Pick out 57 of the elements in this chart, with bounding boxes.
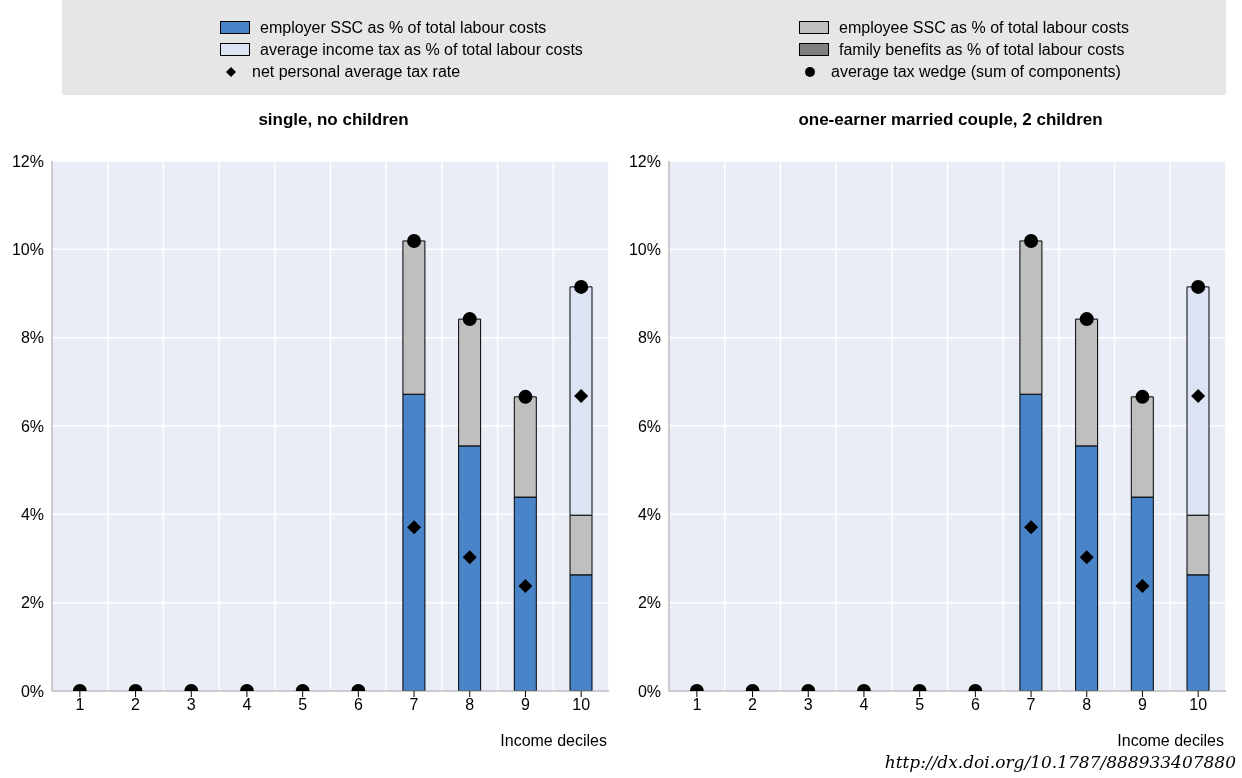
x-tick-label: 1 — [692, 696, 702, 714]
y-tick-label: 8% — [637, 329, 661, 347]
point — [1135, 578, 1150, 593]
x-tick-label: 7 — [1026, 696, 1036, 714]
y-tick-label: 8% — [20, 329, 44, 347]
x-tick-label: 5 — [298, 696, 308, 714]
point — [574, 279, 589, 294]
x-tick-label: 9 — [521, 696, 530, 714]
x-tick-label: 8 — [465, 696, 475, 714]
text: http://dx.doi.org/10.1787/888933407880 — [884, 752, 1236, 772]
x-tick-label: 5 — [915, 696, 925, 714]
y-tick-label: 4% — [20, 506, 44, 524]
chart-title: single, no children — [257, 109, 410, 131]
point — [1191, 388, 1206, 403]
x-tick-label: 6 — [970, 696, 980, 714]
point — [1024, 233, 1039, 248]
chart-title: one-earner married couple, 2 children — [797, 109, 1104, 131]
point — [407, 233, 422, 248]
x-tick-label: 10 — [1189, 696, 1208, 714]
y-tick-label: 6% — [637, 417, 661, 435]
legend-label: employee SSC as % of total labour costs — [839, 18, 1129, 37]
point — [1079, 312, 1094, 327]
point — [518, 578, 533, 593]
point — [1135, 389, 1150, 404]
y-tick-label: 0% — [20, 682, 44, 700]
y-tick-label: 12% — [628, 152, 661, 170]
point — [574, 388, 589, 403]
x-tick-label: 2 — [131, 696, 141, 714]
x-tick-label: 8 — [1082, 696, 1092, 714]
x-tick-label: 1 — [75, 696, 85, 714]
x-tick-label: 4 — [859, 696, 869, 714]
x-tick-label: 4 — [242, 696, 252, 714]
legend-label: average tax wedge (sum of components) — [831, 62, 1121, 81]
y-tick-label: 4% — [637, 506, 661, 524]
y-tick-label: 2% — [20, 594, 44, 612]
legend-label: net personal average tax rate — [252, 62, 461, 81]
y-tick-label: 2% — [637, 594, 661, 612]
x-tick-label: 6 — [353, 696, 363, 714]
x-tick-label: 2 — [748, 696, 758, 714]
x-tick-label: 7 — [409, 696, 419, 714]
y-tick-label: 6% — [20, 417, 44, 435]
y-tick-label: 12% — [11, 152, 44, 170]
x-tick-label: 3 — [803, 696, 813, 714]
y-tick-label: 10% — [628, 241, 661, 259]
x-axis-title: Income deciles — [500, 732, 607, 749]
legend-label: family benefits as % of total labour costs — [839, 40, 1125, 59]
x-tick-label: 10 — [572, 696, 591, 714]
y-tick-label: 10% — [11, 241, 44, 259]
x-axis-title: Income deciles — [1117, 732, 1224, 749]
point — [518, 389, 533, 404]
legend-label: average income tax as % of total labour costs — [260, 40, 583, 59]
x-tick-label: 9 — [1138, 696, 1147, 714]
point — [1191, 279, 1206, 294]
x-tick-label: 3 — [186, 696, 196, 714]
y-tick-label: 0% — [637, 682, 661, 700]
legend-label: employer SSC as % of total labour costs — [260, 18, 547, 37]
point — [462, 312, 477, 327]
